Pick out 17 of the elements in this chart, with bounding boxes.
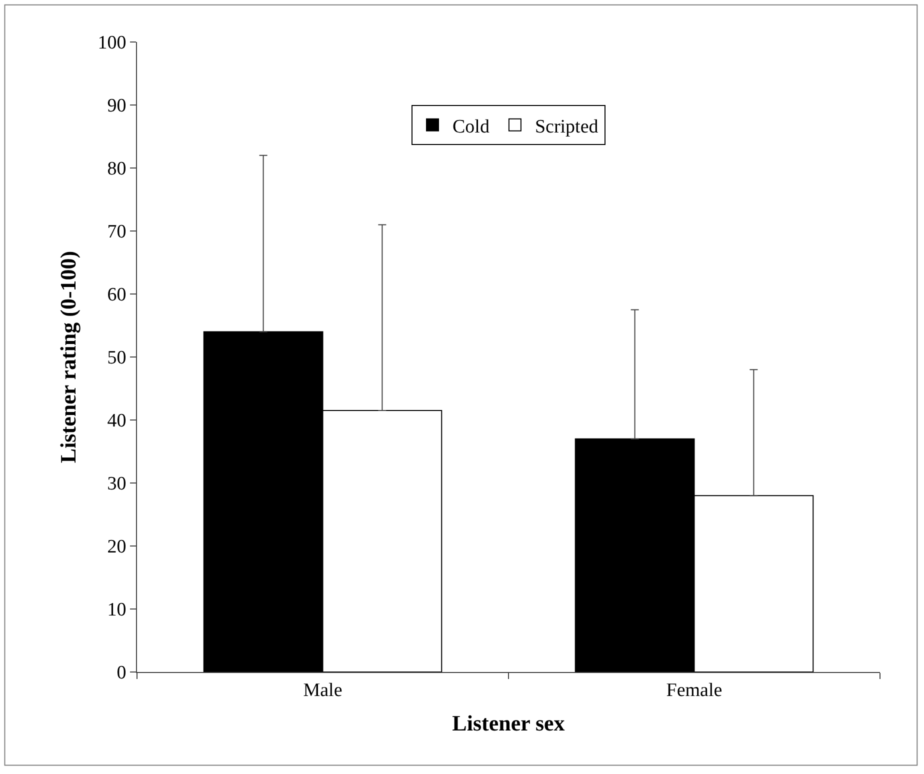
x-tick-label: Female xyxy=(666,680,722,701)
y-tick-label: 80 xyxy=(107,158,126,180)
y-tick-label: 20 xyxy=(107,536,126,558)
y-tick-label: 90 xyxy=(107,96,126,117)
y-tick-label: 60 xyxy=(107,284,126,306)
y-axis-title: Listener rating (0-100) xyxy=(56,250,80,464)
y-tick-label: 30 xyxy=(107,474,126,495)
y-tick-label: 10 xyxy=(107,600,126,621)
x-tick-label: Male xyxy=(303,680,342,701)
y-tick-label: 50 xyxy=(107,348,126,369)
legend-label: Cold xyxy=(452,116,490,138)
y-tick-label: 70 xyxy=(107,222,126,243)
legend-label: Scripted xyxy=(534,116,599,138)
y-tick-label: 40 xyxy=(107,410,126,432)
x-axis-title: Listener sex xyxy=(452,710,565,736)
y-tick-label: 0 xyxy=(116,662,126,684)
y-tick-label: 100 xyxy=(98,32,126,54)
